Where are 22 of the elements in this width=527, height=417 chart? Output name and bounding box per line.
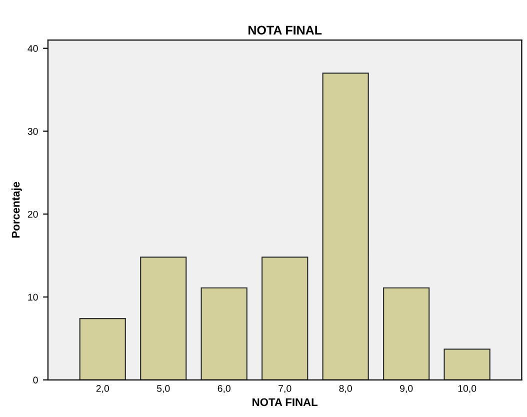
y-tick-label: 10: [28, 294, 38, 301]
x-tick-label: 10,0: [458, 385, 476, 394]
bar: [444, 348, 490, 380]
x-tick-label: 6,0: [218, 385, 230, 394]
bar: [200, 287, 248, 380]
x-tick-label: 2,0: [96, 385, 109, 394]
y-axis-title: Porcentaje: [12, 182, 22, 238]
x-tick-label: 5,0: [156, 385, 170, 394]
bar: [79, 318, 126, 380]
y-tick-label: 0: [33, 376, 38, 384]
x-tick-label: 7,0: [278, 385, 292, 394]
y-tick-label: 40: [28, 45, 38, 52]
y-tick-label: 30: [28, 128, 38, 135]
y-tick-label: 20: [28, 210, 38, 218]
chart-title: NOTA FINAL: [248, 26, 322, 35]
bar: [262, 256, 308, 380]
x-tick-label: 9,0: [400, 385, 413, 394]
bar: [382, 287, 430, 380]
bar: [322, 72, 369, 380]
bar: [140, 256, 187, 380]
x-tick-label: 8,0: [339, 385, 352, 394]
x-axis-title: NOTA FINAL: [252, 398, 318, 406]
